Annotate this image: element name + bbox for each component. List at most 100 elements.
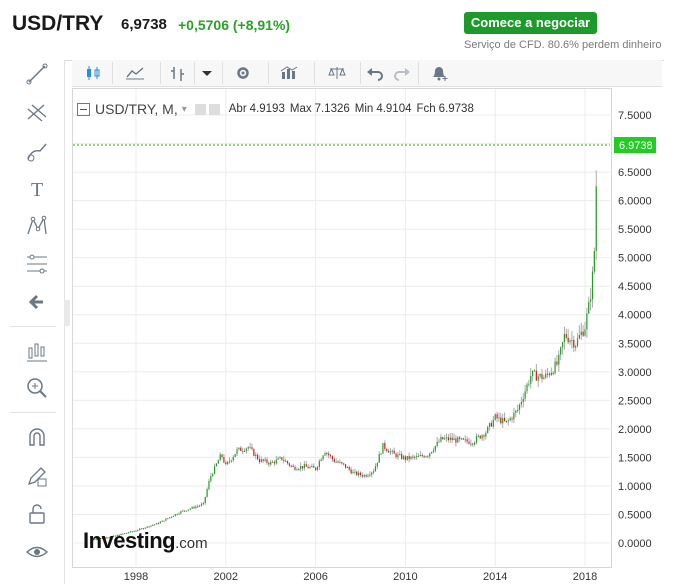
toolbar-collapse-handle[interactable]	[64, 300, 70, 326]
candle	[586, 313, 588, 330]
y-tick-label: 6.0000	[618, 196, 652, 208]
high-value: 7.1326	[314, 103, 350, 115]
candle	[537, 376, 539, 381]
visibility-icon[interactable]	[194, 103, 206, 115]
candle	[459, 437, 461, 439]
candle	[548, 373, 551, 376]
current-price-tag	[614, 137, 656, 154]
start-trading-button[interactable]: Comece a negociar	[464, 12, 597, 34]
candle	[187, 509, 189, 511]
candle	[404, 456, 406, 460]
candles-icon[interactable]	[78, 62, 108, 84]
unlock-icon[interactable]	[22, 500, 52, 528]
y-tick-label: 1.0000	[618, 481, 652, 493]
candle	[255, 454, 257, 456]
candle	[253, 449, 255, 456]
candle	[354, 471, 356, 473]
candle	[124, 533, 126, 535]
zoom-icon[interactable]	[22, 374, 52, 402]
y-tick-label: 3.0000	[618, 367, 652, 379]
candle	[412, 456, 414, 458]
candle	[111, 536, 113, 538]
candle	[251, 447, 253, 450]
x-tick-label: 2006	[303, 571, 327, 583]
chart-area[interactable]	[72, 88, 612, 568]
compare-icon[interactable]	[160, 62, 195, 84]
candle	[178, 513, 180, 515]
magnet-icon[interactable]	[22, 424, 52, 452]
indicators-icon[interactable]	[22, 338, 52, 366]
candle	[238, 447, 240, 450]
pitchfork-icon[interactable]	[22, 98, 52, 126]
pattern-icon[interactable]	[22, 212, 52, 240]
candle	[155, 523, 158, 525]
candle	[511, 418, 513, 420]
candle	[520, 401, 522, 405]
candle	[144, 527, 146, 529]
scales-icon[interactable]	[314, 62, 359, 84]
candle	[393, 450, 395, 454]
back-arrow-icon[interactable]	[22, 288, 52, 316]
candle	[311, 466, 313, 468]
text-icon[interactable]: T	[22, 174, 52, 202]
close-label: Fch	[416, 103, 436, 115]
candle	[204, 496, 206, 504]
candle	[118, 534, 120, 536]
candle	[496, 414, 498, 419]
candle	[215, 463, 218, 467]
symbol-dropdown-icon[interactable]: ▾	[181, 103, 187, 115]
candle	[552, 372, 554, 374]
candle	[431, 452, 433, 454]
candle	[245, 448, 247, 451]
candle	[296, 469, 298, 471]
x-tick-label: 2014	[483, 571, 507, 583]
candle	[120, 533, 122, 536]
candle	[331, 456, 334, 460]
candle	[470, 443, 472, 445]
brush-icon[interactable]	[22, 138, 52, 166]
alert-icon[interactable]	[418, 62, 459, 84]
candle	[384, 443, 386, 449]
candle	[416, 456, 418, 458]
candle	[114, 535, 117, 537]
candle	[571, 339, 573, 341]
candle	[518, 404, 521, 410]
line-tool-icon[interactable]	[22, 60, 52, 88]
candle	[122, 533, 124, 535]
candle	[417, 455, 420, 457]
candle	[197, 506, 199, 508]
candle	[313, 466, 315, 468]
candle	[129, 531, 131, 533]
candle	[421, 454, 423, 457]
y-tick-label: 2.0000	[618, 424, 652, 436]
candle	[112, 535, 115, 537]
studies-icon[interactable]	[268, 62, 309, 84]
candle	[281, 457, 283, 460]
dropdown-icon[interactable]	[194, 62, 219, 84]
candle	[528, 383, 530, 385]
candle	[337, 461, 339, 463]
candle	[247, 447, 249, 449]
candle	[472, 443, 474, 445]
lock-edit-icon[interactable]	[22, 462, 52, 490]
candle	[481, 435, 483, 439]
collapse-legend-icon[interactable]	[77, 102, 90, 116]
line-chart-icon[interactable]	[112, 62, 157, 84]
candle	[142, 528, 145, 530]
y-tick-label: 2.5000	[618, 395, 652, 407]
fib-icon[interactable]	[22, 250, 52, 278]
candle	[210, 476, 212, 481]
candle	[414, 456, 416, 458]
settings-icon[interactable]	[222, 62, 263, 84]
candle	[326, 453, 328, 455]
undo-icon[interactable]	[360, 62, 389, 84]
candle	[350, 469, 352, 474]
settings-small-icon[interactable]	[208, 103, 220, 115]
logo-suffix: .com	[175, 535, 208, 552]
candle	[234, 454, 236, 457]
redo-icon[interactable]	[388, 62, 416, 84]
eye-icon[interactable]	[22, 538, 52, 566]
candle	[361, 475, 363, 477]
candle	[530, 375, 532, 384]
high-label: Max	[289, 103, 312, 115]
